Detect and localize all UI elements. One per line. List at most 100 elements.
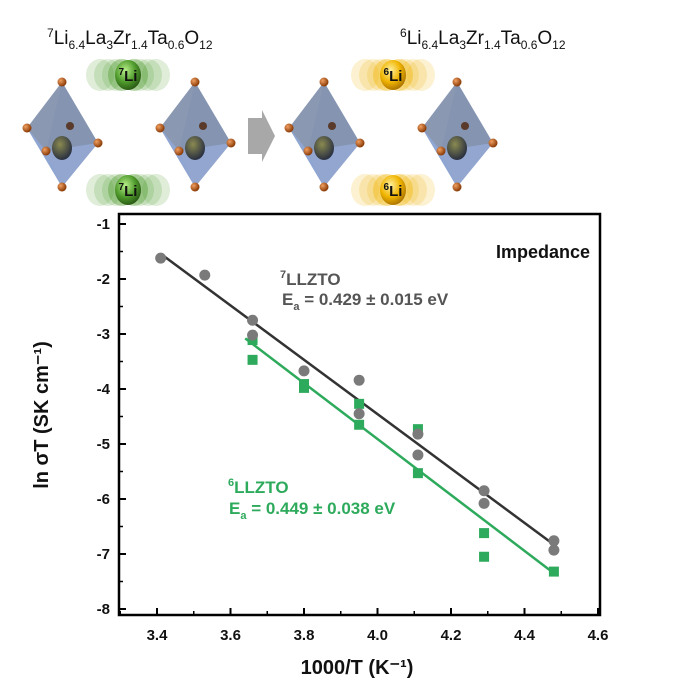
oxygen-atom <box>155 123 165 133</box>
oxygen-atom <box>488 138 498 148</box>
oxygen-atom <box>319 77 329 87</box>
formula-6li: 6Li6.4La3Zr1.4Ta0.6O12 <box>400 26 566 52</box>
oxygen-atom-back <box>328 122 336 130</box>
li-ion-vibration: 7Li <box>86 174 170 206</box>
oxygen-atom <box>355 138 365 148</box>
li-ion-vibration: 7Li <box>86 59 170 91</box>
data-point-6llzto <box>479 528 490 539</box>
oxygen-atom <box>226 138 236 148</box>
plot-frame <box>117 212 602 617</box>
data-point-7llzto <box>548 544 560 556</box>
data-point-6llzto <box>354 419 365 430</box>
oxygen-atom <box>452 182 462 192</box>
formula-subscript: 12 <box>199 38 213 52</box>
formula-element: La <box>85 28 107 49</box>
tao6-octahedron <box>22 77 103 192</box>
ta-zr-atom <box>447 136 467 160</box>
oxygen-atom <box>303 146 313 156</box>
x-tick-label: 3.6 <box>220 627 241 644</box>
arrhenius-plot: 3.4 3.6 3.8 4.0 4.2 4.4 4.6 -1 -2 -3 -4 -5 -6 -7 -8 Im… <box>31 212 609 679</box>
formula-subscript: 3 <box>459 38 466 52</box>
data-point-6llzto <box>354 398 365 409</box>
formula-subscript: 1.4 <box>130 38 148 52</box>
data-point-6llzto <box>299 382 309 393</box>
x-tick-label: 4.6 <box>588 627 609 644</box>
formula-subscript: 6.4 <box>68 38 86 52</box>
data-point-6llzto <box>548 566 559 577</box>
formula-subscript: 1.4 <box>483 38 501 52</box>
y-tick-label: -6 <box>97 491 110 508</box>
oxygen-atom-back <box>199 122 207 130</box>
y-tick-label: -5 <box>97 436 110 453</box>
legend-6llzto: 6LLZTO <box>228 477 289 497</box>
data-point-6llzto <box>479 551 490 562</box>
formula-element: Zr <box>113 28 131 49</box>
data-point-7llzto <box>247 329 259 341</box>
formula-subscript: 12 <box>552 38 566 52</box>
data-point-7llzto <box>199 269 211 281</box>
data-point-7llzto <box>353 408 365 420</box>
formula-element: Zr <box>466 28 484 49</box>
formula-subscript: 0.6 <box>167 38 185 52</box>
li-isotope-label: 6Li <box>384 182 403 200</box>
fit-line-6llzto <box>244 337 555 575</box>
crystal-scheme: 7Li 7Li 6Li 6Li <box>22 59 498 206</box>
data-point-7llzto <box>412 449 424 461</box>
legend-7llzto: 7LLZTO <box>280 269 341 289</box>
ea-6llzto: Ea = 0.449 ± 0.038 eV <box>229 499 396 522</box>
arrow-icon <box>248 110 275 162</box>
data-point-7llzto <box>247 314 259 326</box>
ea-7llzto: Ea = 0.429 ± 0.015 eV <box>282 290 449 313</box>
oxygen-atom <box>190 182 200 192</box>
formula-element: Li <box>406 28 422 49</box>
tao6-octahedron <box>284 77 365 192</box>
oxygen-atom <box>22 123 32 133</box>
oxygen-atom <box>190 77 200 87</box>
formula-element: Li <box>53 28 69 49</box>
panel-label: Impedance <box>496 242 590 262</box>
data-point-6llzto <box>247 354 258 365</box>
x-tick-label: 4.2 <box>441 627 462 644</box>
oxygen-atom <box>57 182 67 192</box>
oxygen-atom <box>417 123 427 133</box>
oxygen-atom <box>319 182 329 192</box>
oxygen-atom <box>41 146 51 156</box>
oxygen-atom-back <box>461 122 469 130</box>
x-tick-label: 3.4 <box>147 627 169 644</box>
x-tick-label: 3.8 <box>294 627 315 644</box>
x-axis-label: 1000/T (K⁻¹) <box>301 657 414 679</box>
formula-element: O <box>537 28 553 49</box>
data-point-7llzto <box>548 535 560 547</box>
formula-element: O <box>184 28 200 49</box>
oxygen-atom-back <box>66 122 74 130</box>
li-ion-vibration: 6Li <box>351 59 435 91</box>
formula-element: Ta <box>500 28 521 49</box>
y-axis-label: ln σT (SK cm⁻¹) <box>31 341 53 489</box>
x-tick-label: 4.0 <box>367 627 388 644</box>
tao6-octahedron <box>417 77 498 192</box>
y-tick-label: -4 <box>97 381 111 398</box>
y-tick-label: -7 <box>97 546 110 563</box>
formula-subscript: 3 <box>106 38 113 52</box>
formula-subscript: 0.6 <box>520 38 538 52</box>
y-tick-label: -2 <box>97 271 110 288</box>
x-tick-label: 4.4 <box>514 627 536 644</box>
formula-subscript: 6.4 <box>421 38 439 52</box>
ta-zr-atom <box>52 136 72 160</box>
oxygen-atom <box>436 146 446 156</box>
oxygen-atom <box>452 77 462 87</box>
data-point-7llzto <box>298 365 310 377</box>
data-point-7llzto <box>478 485 490 497</box>
li-isotope-label: 7Li <box>119 67 138 85</box>
y-tick-label: -8 <box>97 601 110 618</box>
formula-element: La <box>438 28 460 49</box>
li-ion-vibration: 6Li <box>351 174 435 206</box>
oxygen-atom <box>174 146 184 156</box>
ta-zr-atom <box>185 136 205 160</box>
tao6-octahedron <box>155 77 236 192</box>
data-point-6llzto <box>412 468 423 479</box>
formula-element: Ta <box>147 28 168 49</box>
y-tick-label: -3 <box>97 326 110 343</box>
oxygen-atom <box>284 123 294 133</box>
